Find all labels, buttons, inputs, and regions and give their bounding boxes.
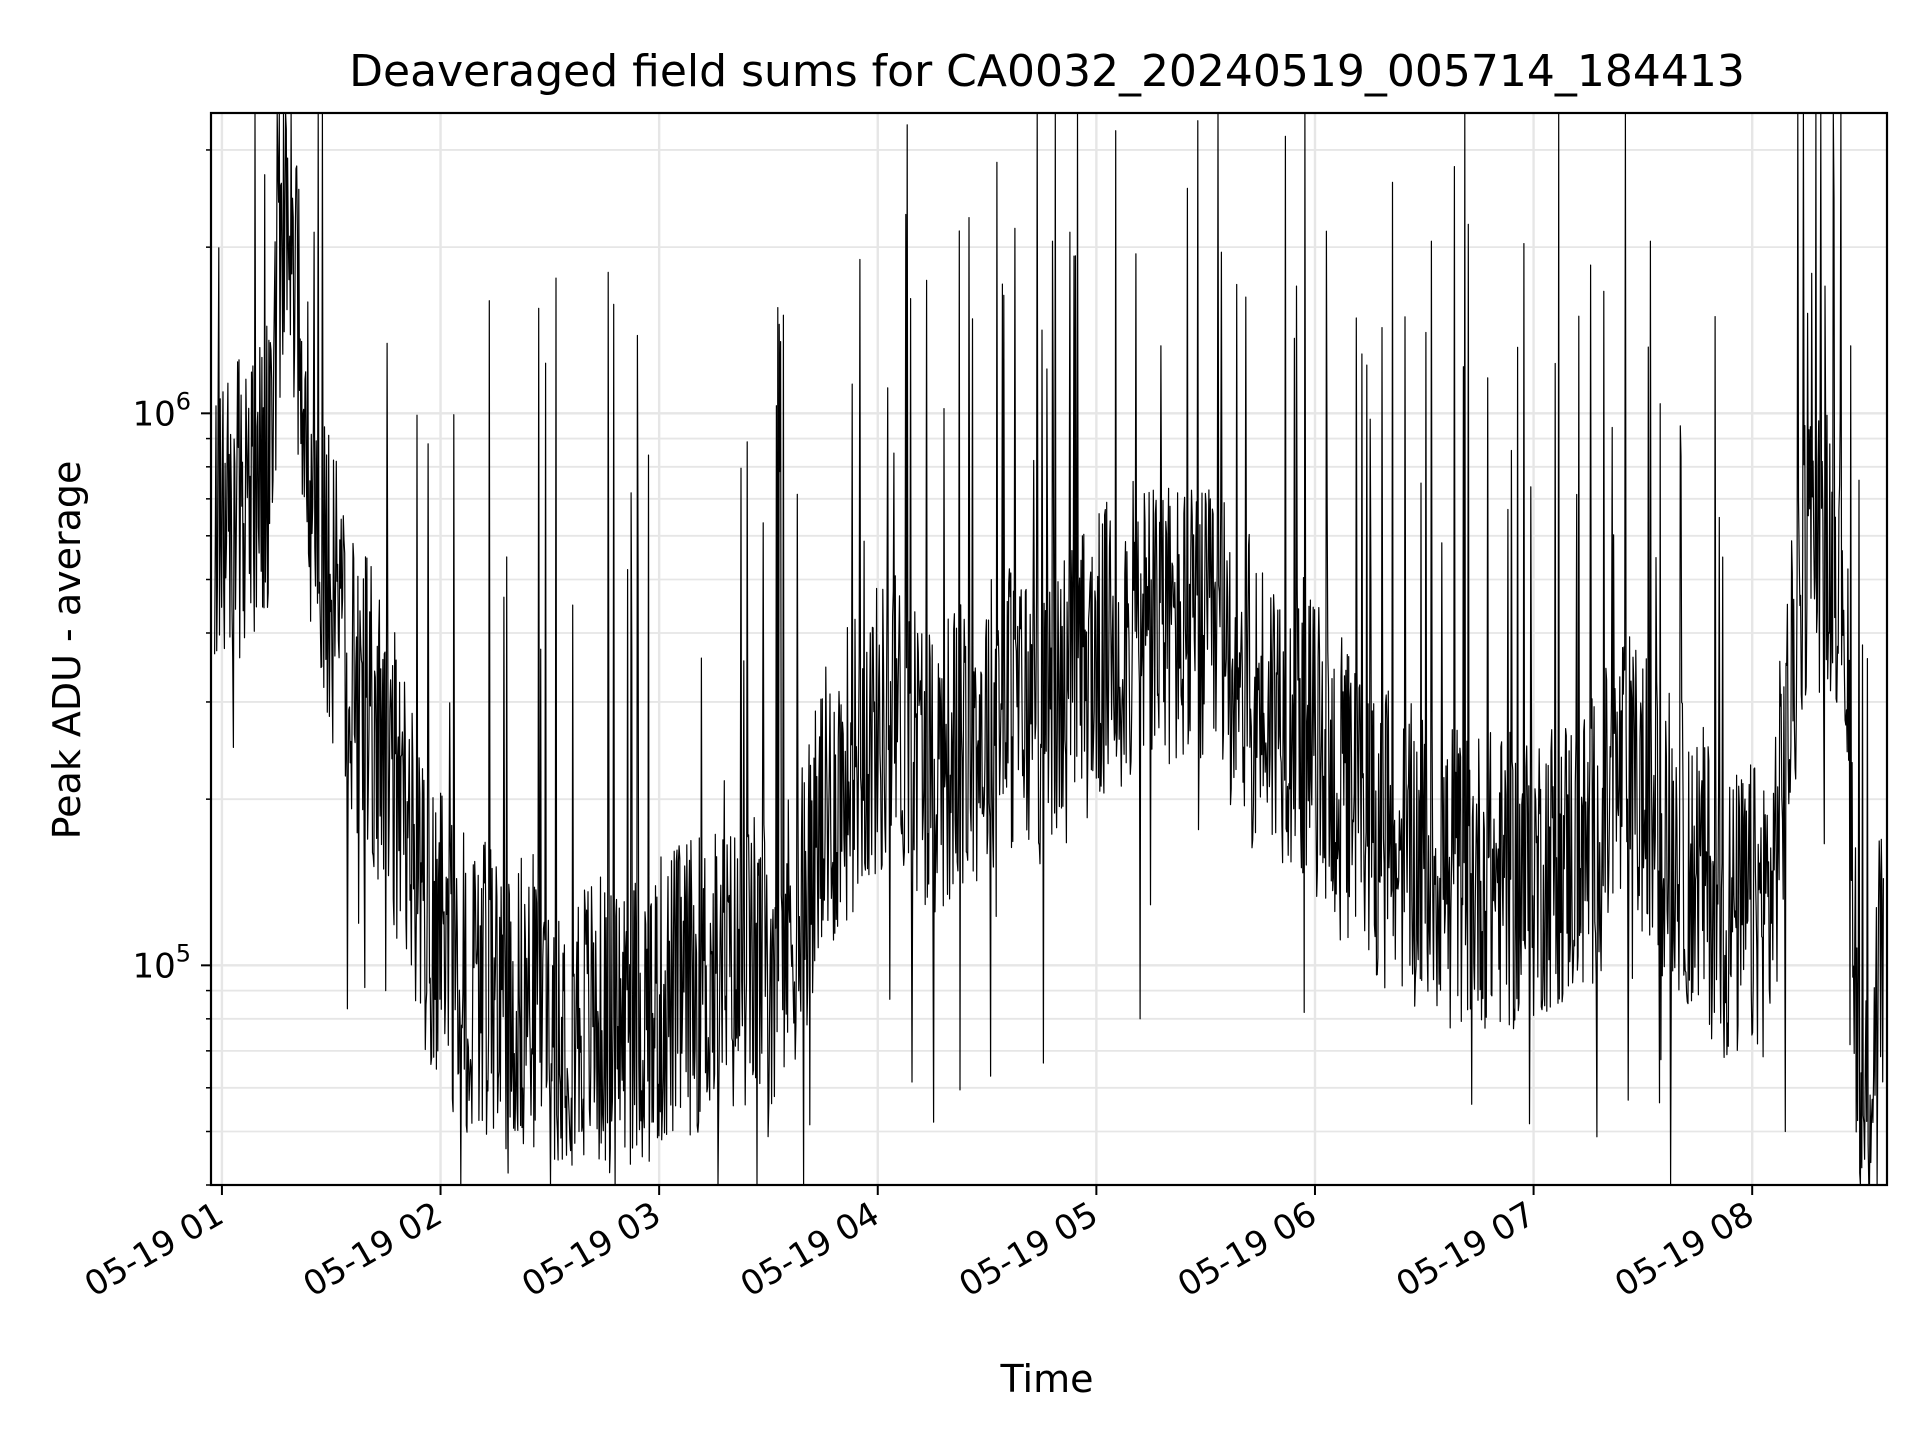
plot-area-frame xyxy=(209,111,1889,1187)
series-line xyxy=(214,112,1884,1186)
chart-title: Deaveraged field sums for CA0032_2024051… xyxy=(349,46,1745,97)
y-tick-label: 105 xyxy=(132,939,191,986)
x-axis-label: Time xyxy=(1000,1357,1094,1401)
y-axis-label: Peak ADU - average xyxy=(45,461,89,840)
data-layer xyxy=(214,112,1884,1186)
